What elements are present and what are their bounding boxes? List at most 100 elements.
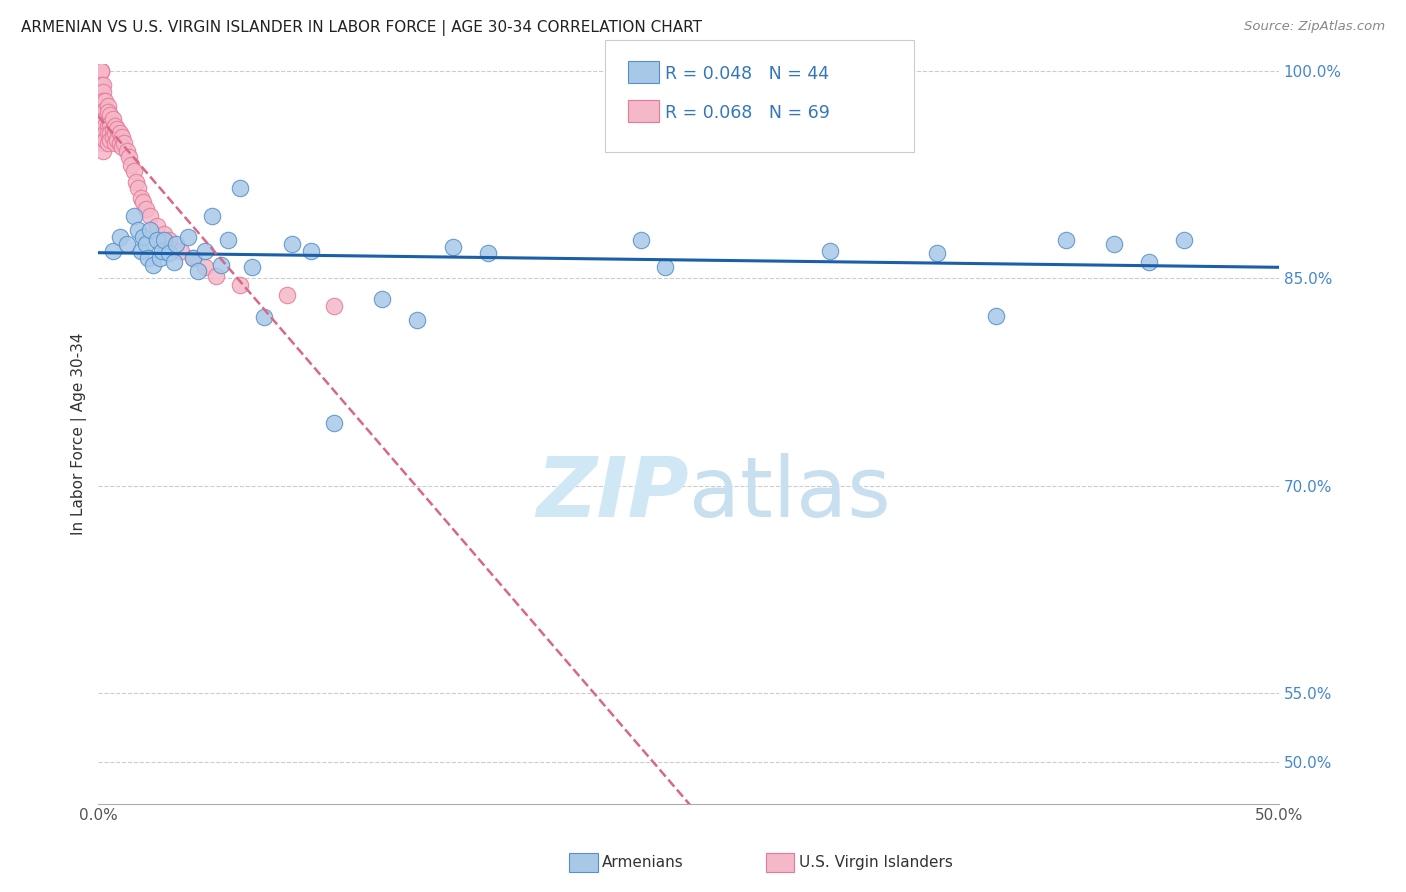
Text: atlas: atlas bbox=[689, 452, 890, 533]
Point bbox=[229, 278, 252, 293]
Point bbox=[90, 64, 112, 78]
Point bbox=[97, 126, 120, 140]
Point bbox=[101, 122, 124, 136]
Point bbox=[163, 254, 186, 268]
Point bbox=[90, 126, 112, 140]
Point bbox=[149, 251, 172, 265]
Point bbox=[94, 120, 117, 134]
Point bbox=[90, 112, 112, 127]
Point bbox=[217, 233, 239, 247]
Point bbox=[115, 236, 138, 251]
Text: Source: ZipAtlas.com: Source: ZipAtlas.com bbox=[1244, 20, 1385, 33]
Point bbox=[181, 251, 204, 265]
Point bbox=[91, 122, 114, 136]
Point bbox=[281, 236, 304, 251]
Point bbox=[94, 95, 117, 109]
Point bbox=[108, 136, 131, 150]
Point bbox=[90, 78, 112, 92]
Point bbox=[122, 163, 145, 178]
Point bbox=[97, 98, 120, 112]
Point bbox=[101, 130, 124, 145]
Point bbox=[127, 223, 149, 237]
Point bbox=[132, 195, 155, 210]
Point bbox=[94, 133, 117, 147]
Point bbox=[139, 223, 162, 237]
Point bbox=[120, 158, 142, 172]
Point bbox=[104, 136, 127, 150]
Point bbox=[1102, 236, 1125, 251]
Point bbox=[194, 244, 217, 258]
Point bbox=[104, 126, 127, 140]
Point bbox=[139, 209, 162, 223]
Point bbox=[91, 95, 114, 109]
Point bbox=[654, 260, 676, 275]
Point bbox=[323, 417, 346, 431]
Point bbox=[105, 122, 128, 136]
Point bbox=[98, 116, 121, 130]
Point bbox=[94, 126, 117, 140]
Point bbox=[108, 230, 131, 244]
Point bbox=[153, 233, 176, 247]
Y-axis label: In Labor Force | Age 30-34: In Labor Force | Age 30-34 bbox=[72, 333, 87, 535]
Point bbox=[276, 288, 298, 302]
Point bbox=[229, 181, 252, 195]
Point bbox=[91, 78, 114, 92]
Point bbox=[97, 105, 120, 120]
Point bbox=[91, 116, 114, 130]
Point bbox=[90, 105, 112, 120]
Text: U.S. Virgin Islanders: U.S. Virgin Islanders bbox=[799, 855, 952, 870]
Point bbox=[299, 244, 322, 258]
Point bbox=[129, 191, 152, 205]
Point bbox=[441, 239, 464, 253]
Text: Armenians: Armenians bbox=[602, 855, 683, 870]
Point bbox=[91, 103, 114, 117]
Point bbox=[91, 130, 114, 145]
Point bbox=[105, 133, 128, 147]
Point bbox=[129, 244, 152, 258]
Point bbox=[91, 85, 114, 99]
Point bbox=[150, 244, 173, 258]
Point bbox=[98, 133, 121, 147]
Point bbox=[112, 136, 135, 150]
Point bbox=[323, 299, 346, 313]
Point bbox=[253, 310, 276, 324]
Point bbox=[94, 112, 117, 127]
Point bbox=[146, 219, 169, 233]
Point bbox=[146, 233, 169, 247]
Point bbox=[142, 258, 165, 272]
Point bbox=[90, 64, 112, 78]
Point bbox=[477, 246, 499, 260]
Point bbox=[630, 233, 652, 247]
Point bbox=[91, 108, 114, 122]
Point bbox=[101, 112, 124, 127]
Text: ZIP: ZIP bbox=[536, 452, 689, 533]
Point bbox=[1054, 233, 1077, 247]
Point bbox=[127, 181, 149, 195]
Point bbox=[125, 175, 148, 189]
Point bbox=[115, 144, 138, 158]
Point bbox=[820, 244, 842, 258]
Point bbox=[111, 130, 134, 145]
Point bbox=[186, 264, 208, 278]
Point bbox=[201, 209, 224, 223]
Point bbox=[118, 150, 141, 164]
Text: R = 0.068   N = 69: R = 0.068 N = 69 bbox=[665, 104, 830, 122]
Point bbox=[136, 251, 159, 265]
Point bbox=[97, 120, 120, 134]
Point bbox=[165, 236, 187, 251]
Point bbox=[94, 103, 117, 117]
Point bbox=[209, 258, 232, 272]
Point bbox=[370, 292, 392, 306]
Point bbox=[240, 260, 263, 275]
Point bbox=[157, 233, 180, 247]
Point bbox=[170, 244, 193, 258]
Point bbox=[98, 126, 121, 140]
Point bbox=[90, 92, 112, 106]
Point bbox=[925, 246, 948, 260]
Point bbox=[104, 120, 127, 134]
Point bbox=[101, 244, 124, 258]
Point bbox=[1137, 254, 1160, 268]
Point bbox=[98, 108, 121, 122]
Point bbox=[90, 120, 112, 134]
Point bbox=[205, 268, 228, 283]
